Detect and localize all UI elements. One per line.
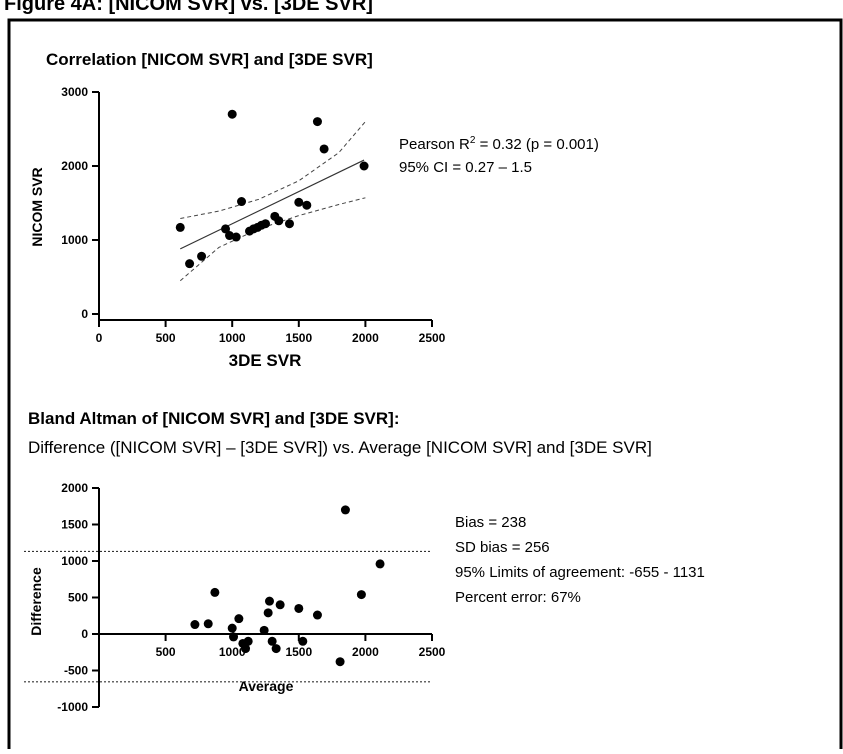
data-point bbox=[319, 144, 329, 154]
data-point bbox=[231, 232, 241, 242]
data-point bbox=[312, 117, 322, 127]
x-tick-label: 1500 bbox=[285, 645, 312, 659]
y-tick-label: 500 bbox=[68, 591, 88, 605]
data-point bbox=[271, 644, 281, 654]
percent-error-text: Percent error: 67% bbox=[455, 589, 581, 606]
data-point bbox=[243, 636, 253, 646]
data-point bbox=[227, 109, 237, 119]
x-tick-label: 2500 bbox=[419, 645, 446, 659]
x-tick-label: 2000 bbox=[352, 645, 379, 659]
x-tick-label: 1000 bbox=[219, 645, 246, 659]
y-tick-label: -500 bbox=[64, 664, 88, 678]
y-tick-label: 2000 bbox=[61, 159, 88, 173]
data-point bbox=[259, 625, 269, 635]
data-point bbox=[203, 619, 213, 629]
data-point bbox=[175, 222, 185, 232]
data-point bbox=[312, 610, 322, 620]
y-tick-label: 1000 bbox=[61, 554, 88, 568]
bland-altman-subtitle: Difference ([NICOM SVR] – [3DE SVR]) vs.… bbox=[28, 438, 652, 457]
x-tick-label: 1500 bbox=[285, 331, 312, 345]
regression-line bbox=[179, 159, 365, 250]
data-point bbox=[261, 219, 270, 229]
data-point bbox=[284, 219, 294, 229]
data-point bbox=[275, 600, 285, 610]
y-axis-label: NICOM SVR bbox=[29, 167, 45, 246]
figure-header: Figure 4A: [NICOM SVR] vs. [3DE SVR] bbox=[4, 0, 373, 15]
data-point bbox=[229, 632, 239, 642]
pearson-r-text: Pearson R2 = 0.32 (p = 0.001) bbox=[399, 135, 599, 153]
data-point bbox=[302, 200, 312, 210]
data-point bbox=[335, 657, 345, 667]
data-point bbox=[190, 620, 200, 630]
confidence-interval-text: 95% CI = 0.27 – 1.5 bbox=[399, 159, 532, 176]
data-point bbox=[375, 559, 385, 569]
y-tick-label: 1500 bbox=[61, 518, 88, 532]
x-tick-label: 500 bbox=[156, 645, 176, 659]
data-point bbox=[274, 216, 284, 226]
data-point bbox=[264, 596, 274, 606]
data-point bbox=[221, 224, 231, 234]
x-tick-label: 0 bbox=[96, 331, 103, 345]
y-tick-label: 0 bbox=[81, 627, 88, 641]
limits-of-agreement-text: 95% Limits of agreement: -655 - 1131 bbox=[455, 564, 705, 581]
y-tick-label: 3000 bbox=[61, 85, 88, 99]
bias-text: Bias = 238 bbox=[455, 514, 526, 531]
y-tick-label: -1000 bbox=[57, 700, 88, 714]
correlation-plot: 0 1000 2000 3000 0 500 1000 1500 2000 2500 3DE SVR… bbox=[29, 85, 446, 370]
data-point bbox=[359, 161, 369, 171]
y-axis-label: Difference bbox=[28, 567, 44, 636]
x-tick-label: 2000 bbox=[352, 331, 379, 345]
data-point bbox=[340, 505, 350, 515]
data-point bbox=[210, 587, 220, 597]
data-point bbox=[263, 608, 273, 618]
y-tick-label: 0 bbox=[81, 307, 88, 321]
x-tick-label: 500 bbox=[156, 331, 176, 345]
data-point bbox=[267, 636, 277, 646]
data-point bbox=[227, 623, 237, 633]
y-tick-label: 2000 bbox=[61, 481, 88, 495]
data-point bbox=[356, 590, 366, 600]
sd-bias-text: SD bias = 256 bbox=[455, 539, 550, 556]
data-point bbox=[197, 251, 207, 261]
bland-altman-plot: -1000 -500 0 500 1000 1500 2000 500 1000 1500 2000… bbox=[24, 481, 446, 714]
data-point bbox=[294, 197, 304, 207]
x-axis-label: 3DE SVR bbox=[229, 351, 302, 370]
ci-lower-band bbox=[179, 197, 366, 282]
data-point bbox=[294, 603, 304, 613]
data-point bbox=[185, 259, 195, 269]
correlation-title: Correlation [NICOM SVR] and [3DE SVR] bbox=[46, 50, 373, 69]
y-tick-label: 1000 bbox=[61, 233, 88, 247]
figure-border bbox=[7, 18, 843, 754]
x-tick-label: 2500 bbox=[419, 331, 446, 345]
data-point bbox=[241, 644, 251, 654]
x-axis-label: Average bbox=[239, 678, 294, 694]
data-point bbox=[298, 636, 308, 646]
x-tick-label: 1000 bbox=[219, 331, 246, 345]
bland-altman-title: Bland Altman of [NICOM SVR] and [3DE SVR… bbox=[28, 409, 400, 428]
data-point bbox=[234, 614, 244, 624]
data-point bbox=[237, 197, 247, 207]
